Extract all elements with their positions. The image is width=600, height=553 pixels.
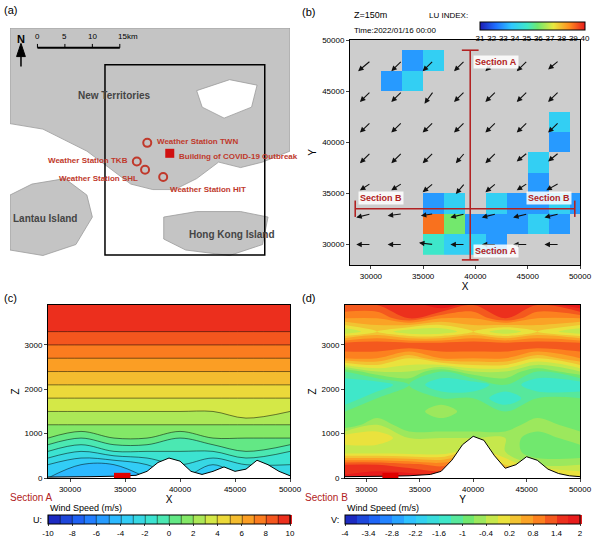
svg-text:0.8: 0.8 <box>527 529 539 538</box>
svg-text:-4: -4 <box>117 529 125 538</box>
svg-text:Section B: Section B <box>305 492 348 503</box>
svg-text:30000: 30000 <box>59 485 82 494</box>
svg-text:45000: 45000 <box>517 272 540 281</box>
svg-text:1.4: 1.4 <box>551 529 563 538</box>
svg-text:1000: 1000 <box>322 429 340 438</box>
svg-text:-2.2: -2.2 <box>409 529 423 538</box>
svg-text:0: 0 <box>38 474 43 483</box>
svg-text:X: X <box>462 281 469 292</box>
svg-text:V:: V: <box>331 515 339 525</box>
svg-text:50000: 50000 <box>322 36 345 45</box>
svg-text:15km: 15km <box>118 32 138 41</box>
svg-text:Weather Station TWN: Weather Station TWN <box>157 137 238 146</box>
svg-text:0.2: 0.2 <box>504 529 516 538</box>
svg-text:10: 10 <box>88 32 97 41</box>
svg-text:32: 32 <box>487 34 496 43</box>
svg-text:39: 39 <box>569 34 578 43</box>
svg-text:(a): (a) <box>4 4 17 16</box>
svg-text:-3.4: -3.4 <box>362 529 376 538</box>
svg-text:8: 8 <box>264 529 269 538</box>
svg-text:-1.6: -1.6 <box>432 529 446 538</box>
svg-text:45000: 45000 <box>322 87 345 96</box>
svg-text:X: X <box>166 494 173 505</box>
svg-text:35000: 35000 <box>114 485 137 494</box>
svg-text:45000: 45000 <box>224 485 247 494</box>
svg-text:35000: 35000 <box>412 272 435 281</box>
svg-text:40000: 40000 <box>462 485 485 494</box>
svg-text:2000: 2000 <box>322 385 340 394</box>
svg-text:(d): (d) <box>302 292 315 304</box>
svg-text:-2.8: -2.8 <box>385 529 399 538</box>
svg-text:2: 2 <box>191 529 196 538</box>
svg-text:38: 38 <box>557 34 566 43</box>
svg-text:N: N <box>17 33 25 45</box>
svg-text:3000: 3000 <box>322 341 340 350</box>
svg-text:5: 5 <box>62 32 67 41</box>
svg-text:30000: 30000 <box>322 240 345 249</box>
svg-text:45000: 45000 <box>515 485 538 494</box>
svg-text:0: 0 <box>167 529 172 538</box>
svg-text:-10: -10 <box>42 529 54 538</box>
svg-text:-1: -1 <box>459 529 467 538</box>
svg-text:50000: 50000 <box>279 485 302 494</box>
svg-text:50000: 50000 <box>569 485 592 494</box>
svg-text:50000: 50000 <box>569 272 592 281</box>
svg-text:1000: 1000 <box>25 429 43 438</box>
svg-text:Building of COVID-19 Outbreak: Building of COVID-19 Outbreak <box>179 152 298 161</box>
svg-text:Section A: Section A <box>475 246 517 256</box>
svg-text:Time:2022/01/16 00:00: Time:2022/01/16 00:00 <box>354 26 437 35</box>
svg-text:30000: 30000 <box>360 272 383 281</box>
svg-text:37: 37 <box>546 34 555 43</box>
svg-text:(c): (c) <box>4 292 17 304</box>
svg-text:10: 10 <box>286 529 295 538</box>
svg-text:2: 2 <box>578 529 583 538</box>
svg-text:Hong Kong Island: Hong Kong Island <box>189 229 275 240</box>
svg-text:40: 40 <box>581 34 590 43</box>
svg-text:U:: U: <box>33 515 42 525</box>
svg-text:30000: 30000 <box>355 485 378 494</box>
svg-text:Z: Z <box>307 388 318 394</box>
svg-text:Weather Station TKB: Weather Station TKB <box>48 156 128 165</box>
svg-text:-2: -2 <box>141 529 149 538</box>
svg-text:Section B: Section B <box>528 193 570 203</box>
svg-text:35: 35 <box>522 34 531 43</box>
svg-text:Y: Y <box>307 149 318 156</box>
svg-text:35000: 35000 <box>322 189 345 198</box>
svg-text:6: 6 <box>239 529 244 538</box>
svg-text:34: 34 <box>511 34 520 43</box>
svg-text:Section A: Section A <box>475 57 517 67</box>
svg-text:0: 0 <box>35 32 40 41</box>
svg-text:40000: 40000 <box>464 272 487 281</box>
svg-text:LU INDEX:: LU INDEX: <box>429 11 468 20</box>
svg-text:Wind Speed (m/s): Wind Speed (m/s) <box>50 503 122 513</box>
svg-text:40000: 40000 <box>322 138 345 147</box>
svg-text:40000: 40000 <box>169 485 192 494</box>
svg-text:Y: Y <box>459 494 466 505</box>
svg-text:33: 33 <box>499 34 508 43</box>
svg-text:31: 31 <box>476 34 485 43</box>
svg-text:Z=150m: Z=150m <box>354 10 387 20</box>
svg-text:-4: -4 <box>341 529 349 538</box>
svg-text:0: 0 <box>335 474 340 483</box>
svg-text:Section A: Section A <box>10 492 53 503</box>
svg-text:-8: -8 <box>69 529 77 538</box>
svg-text:35000: 35000 <box>409 485 432 494</box>
svg-text:-6: -6 <box>93 529 101 538</box>
svg-text:Weather Station SHL: Weather Station SHL <box>59 174 138 183</box>
svg-text:3000: 3000 <box>25 341 43 350</box>
svg-text:(b): (b) <box>302 6 315 18</box>
svg-text:New Territories: New Territories <box>78 90 150 101</box>
svg-text:36: 36 <box>534 34 543 43</box>
svg-text:Z: Z <box>10 388 21 394</box>
svg-text:Lantau Island: Lantau Island <box>13 213 77 224</box>
svg-text:-0.4: -0.4 <box>479 529 493 538</box>
svg-text:4: 4 <box>215 529 220 538</box>
svg-text:Weather Station HIT: Weather Station HIT <box>170 185 246 194</box>
svg-text:2000: 2000 <box>25 385 43 394</box>
svg-text:Wind Speed (m/s): Wind Speed (m/s) <box>347 503 419 513</box>
svg-text:Section B: Section B <box>360 193 402 203</box>
